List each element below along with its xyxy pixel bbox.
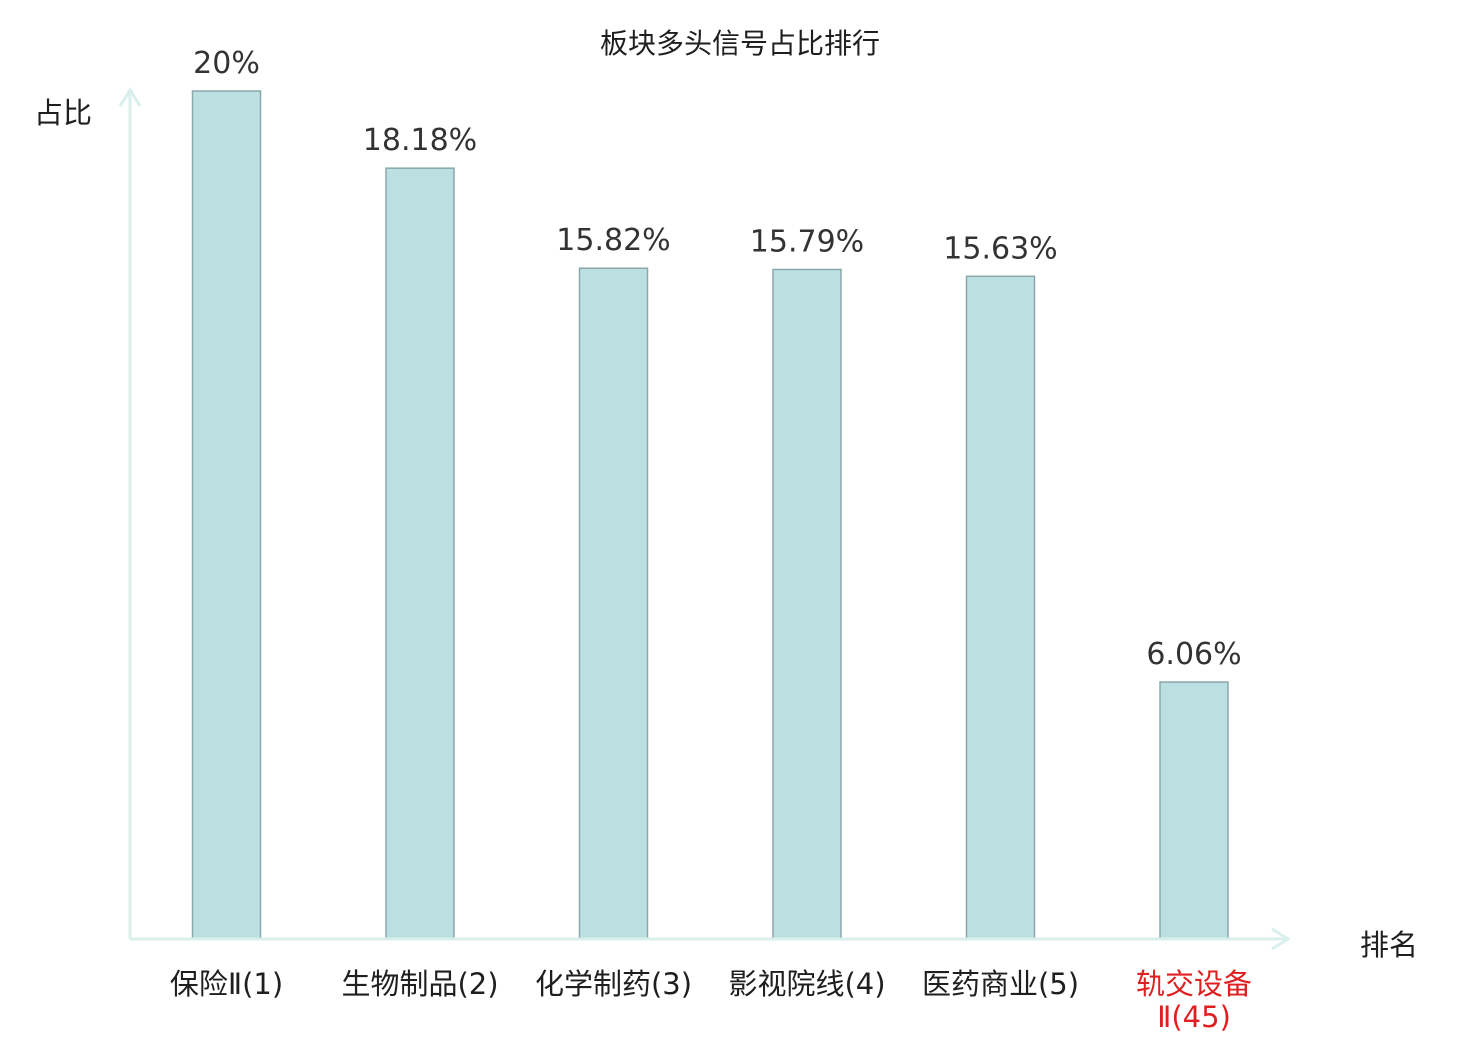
bar-1: [191, 90, 262, 940]
value-label-2: 18.18%: [363, 123, 477, 158]
value-label-3: 15.82%: [556, 223, 670, 258]
category-label-5: 医药商业(5): [922, 967, 1079, 1001]
y-axis-arrow: [118, 87, 142, 107]
bar-5: [965, 275, 1036, 940]
chart-title: 板块多头信号占比排行: [599, 27, 880, 60]
bar-4: [772, 268, 842, 940]
category-label-6-line-1: 轨交设备: [1136, 967, 1252, 1001]
category-label-6-line-2: Ⅱ(45): [1157, 1000, 1231, 1034]
category-label-2: 生物制品(2): [341, 967, 498, 1001]
y-axis-label: 占比: [34, 96, 93, 130]
value-label-5: 15.63%: [943, 231, 1057, 266]
category-label-4: 影视院线(4): [728, 967, 885, 1001]
value-label-1: 20%: [193, 46, 260, 81]
x-axis-arrow: [1271, 927, 1291, 951]
x-axis-label: 排名: [1360, 928, 1419, 962]
bar-6: [1159, 681, 1229, 940]
value-label-4: 15.79%: [750, 225, 864, 260]
bar-3: [578, 267, 649, 940]
category-label-1: 保险Ⅱ(1): [170, 967, 283, 1001]
category-label-3: 化学制药(3): [535, 967, 692, 1001]
bar-2: [385, 167, 455, 940]
value-label-6: 6.06%: [1146, 637, 1241, 672]
